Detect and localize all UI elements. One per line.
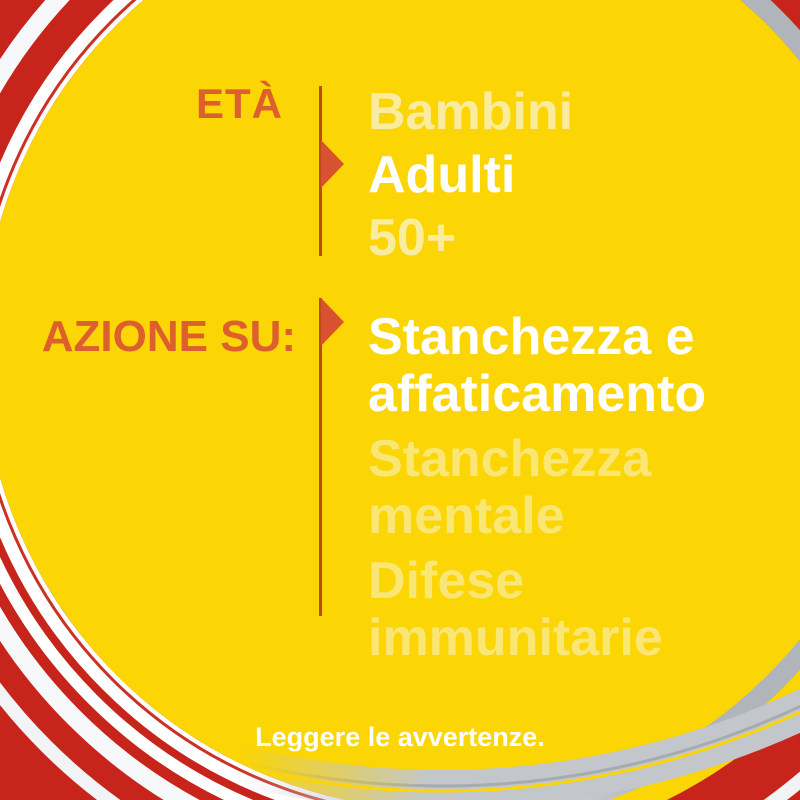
option-line: immunitarie [368,609,663,667]
option-line: affaticamento [368,365,707,423]
age-arrow-icon [321,140,344,188]
age-option-50plus[interactable]: 50+ [368,209,457,267]
option-line: Difese [368,552,525,610]
action-arrow-icon [321,298,344,346]
action-option-difese-immunitarie[interactable]: Difese immunitarie [368,553,706,667]
warning-text: Leggere le avvertenze. [255,722,545,752]
action-option-stanchezza-affaticamento[interactable]: Stanchezza e affaticamento [368,309,706,423]
action-label: AZIONE SU: [41,312,296,361]
action-options-list: Stanchezza e affaticamento Stanchezza me… [368,309,706,675]
option-line: Stanchezza [368,430,652,488]
action-connector-line [319,298,322,616]
age-connector-line [319,86,322,256]
option-line: Stanchezza e [368,308,695,366]
age-options-list: Bambini Adulti 50+ [368,81,573,270]
age-option-bambini[interactable]: Bambini [368,83,574,141]
age-label: ETÀ [196,80,283,127]
option-line: mentale [368,487,565,545]
action-option-stanchezza-mentale[interactable]: Stanchezza mentale [368,431,706,545]
age-option-adulti[interactable]: Adulti [368,146,516,204]
